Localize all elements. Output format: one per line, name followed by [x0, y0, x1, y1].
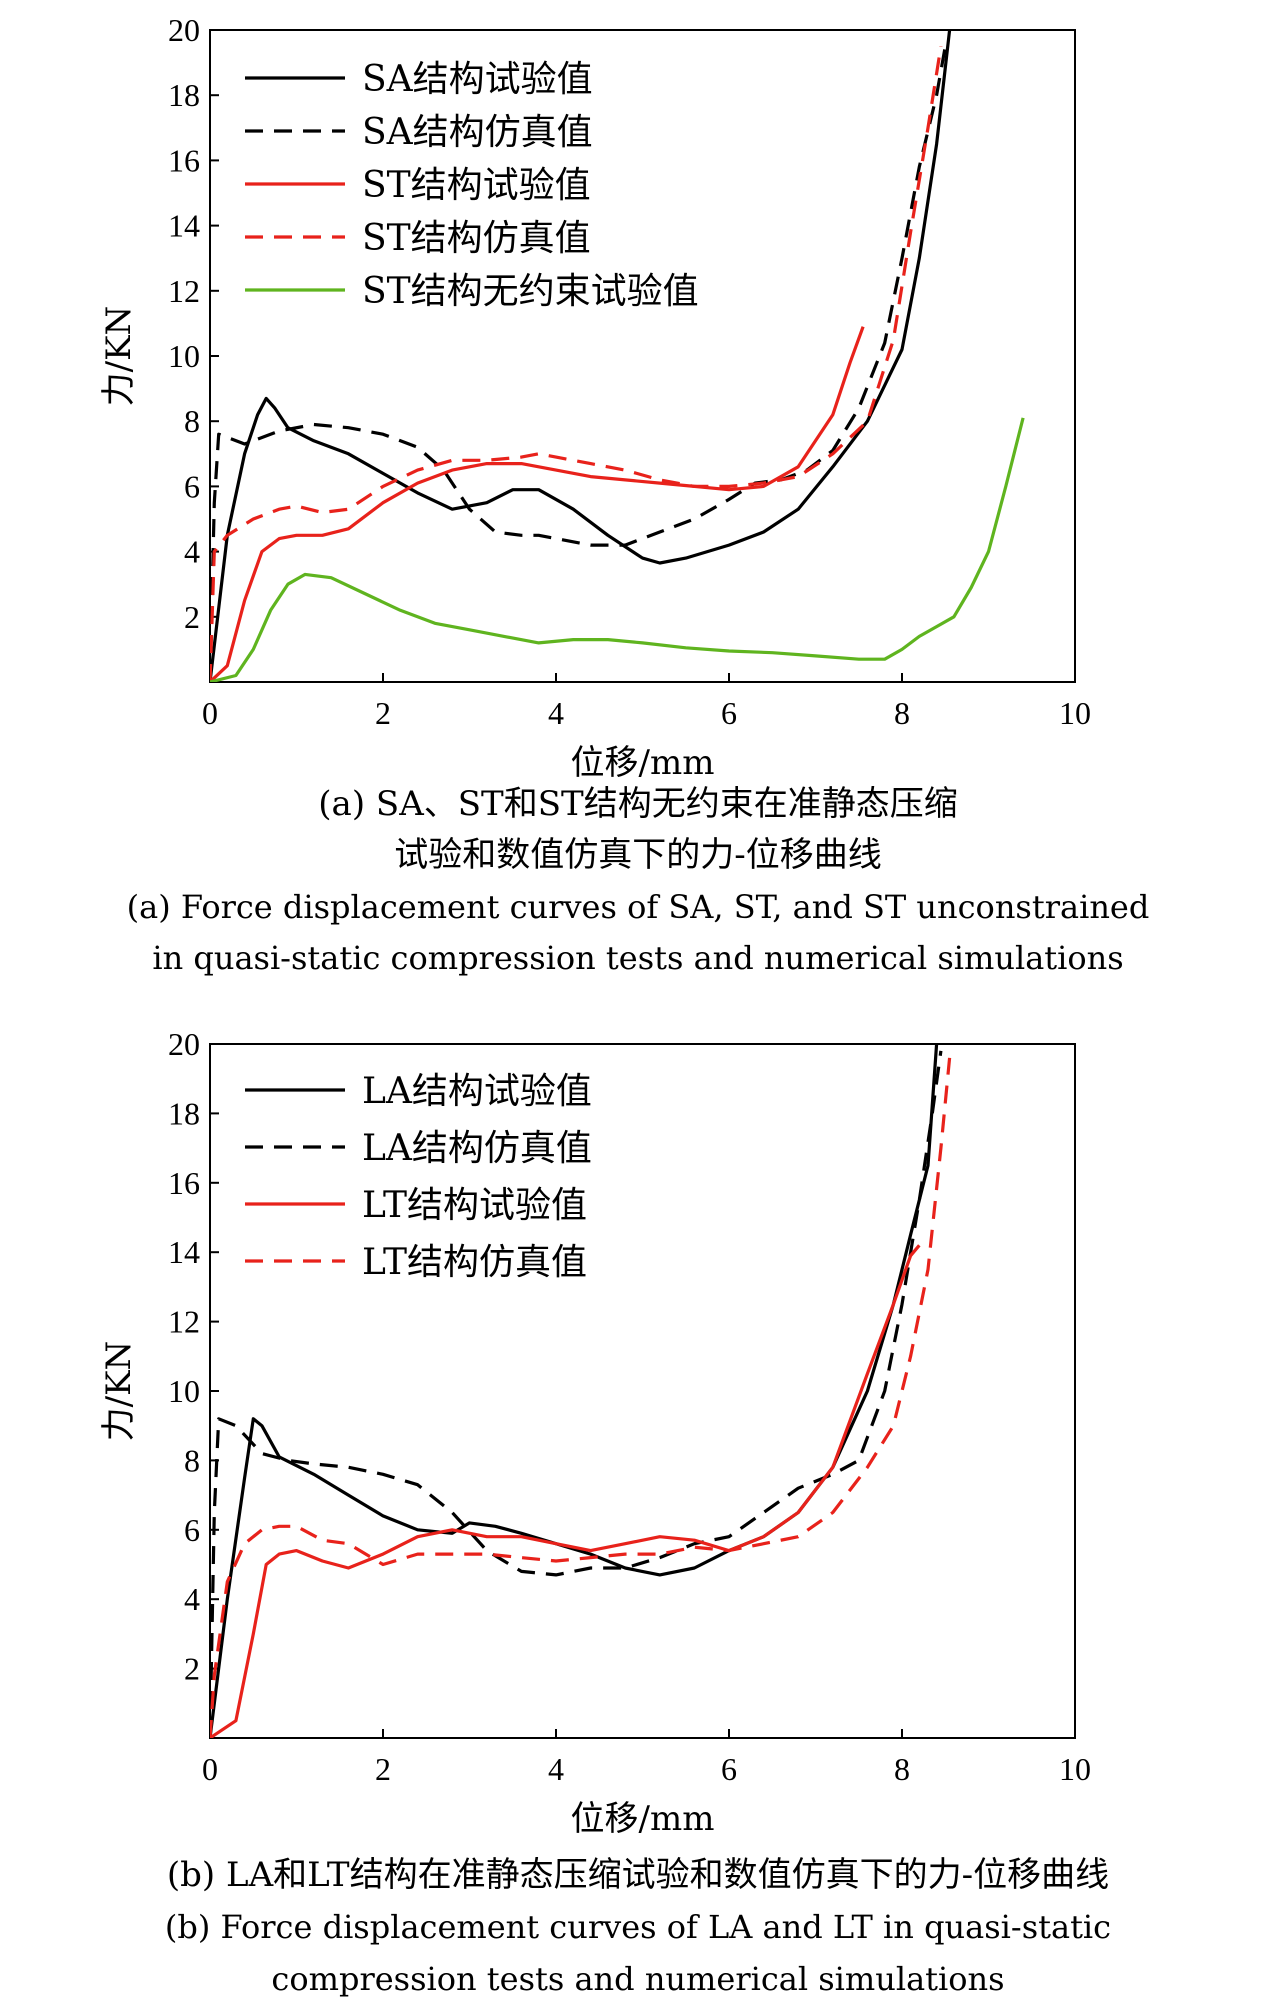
x-tick-label: 8	[894, 695, 910, 731]
x-tick-label: 10	[1059, 1751, 1091, 1787]
x-tick-label: 4	[548, 695, 564, 731]
x-tick-label: 0	[202, 695, 218, 731]
x-tick-label: 0	[202, 1751, 218, 1787]
y-tick-label: 8	[184, 403, 200, 439]
legend-label-2: LA结构仿真值	[362, 1128, 592, 1169]
series-line-5	[210, 417, 1025, 682]
legend-label-5: ST结构无约束试验值	[362, 271, 699, 312]
x-axis-label: 位移/mm	[571, 1799, 715, 1839]
chart-a: 0 2 4 6 8 10 2 4 6 8 10 12 14 16 18 20 位移/mm 力/KN SA结构试验值 S…	[99, 12, 1149, 977]
plot-frame	[209, 29, 1076, 683]
y-tick-label: 20	[168, 12, 200, 48]
series-line-4	[210, 1057, 952, 1738]
y-tick-label: 10	[168, 1373, 200, 1409]
legend-label-4: LT结构仿真值	[362, 1242, 587, 1283]
caption-en-line: compression tests and numerical simulati…	[271, 1960, 1004, 1998]
y-tick-label: 4	[184, 534, 200, 570]
legend-label-3: ST结构试验值	[362, 165, 591, 206]
y-tick-label: 16	[168, 1165, 200, 1201]
y-tick-label: 4	[184, 1581, 200, 1617]
y-tick-label: 16	[168, 142, 200, 178]
y-tick-label: 2	[184, 599, 200, 635]
caption-en-line: in quasi-static compression tests and nu…	[152, 939, 1123, 977]
y-axis-label: 力/KN	[99, 306, 139, 407]
series-group	[210, 1043, 952, 1738]
legend-label-1: SA结构试验值	[362, 59, 593, 100]
series-line-2	[210, 46, 947, 682]
legend-label-4: ST结构仿真值	[362, 218, 591, 259]
series-line-3	[210, 1244, 921, 1738]
caption-cn-line: (a) SA、ST和ST结构无约束在准静态压缩	[318, 784, 957, 824]
series-line-4	[210, 46, 943, 682]
x-tick-label: 8	[894, 1751, 910, 1787]
series-line-1	[210, 29, 952, 682]
x-tick-label: 2	[375, 695, 391, 731]
x-axis-label: 位移/mm	[571, 743, 715, 783]
y-axis-label: 力/KN	[99, 1341, 139, 1442]
series-group	[210, 29, 1025, 682]
y-tick-label: 20	[168, 1026, 200, 1062]
series-line-3	[210, 326, 865, 682]
y-tick-label: 6	[184, 1512, 200, 1548]
y-tick-label: 8	[184, 1442, 200, 1478]
caption-en-line: (a) Force displacement curves of SA, ST,…	[127, 888, 1150, 926]
caption-cn-line: (b) LA和LT结构在准静态压缩试验和数值仿真下的力-位移曲线	[167, 1855, 1109, 1895]
caption-cn-line: 试验和数值仿真下的力-位移曲线	[394, 835, 882, 875]
series-line-1	[210, 1043, 939, 1738]
y-tick-label: 18	[168, 1095, 200, 1131]
x-tick-label: 6	[721, 695, 737, 731]
y-tick-label: 12	[168, 1304, 200, 1340]
x-tick-label: 10	[1059, 695, 1091, 731]
y-tick-label: 14	[168, 1234, 200, 1270]
y-tick-label: 14	[168, 208, 200, 244]
legend-label-2: SA结构仿真值	[362, 112, 593, 153]
y-tick-label: 18	[168, 77, 200, 113]
legend-label-3: LT结构试验值	[362, 1185, 587, 1226]
x-tick-label: 2	[375, 1751, 391, 1787]
y-tick-label: 6	[184, 468, 200, 504]
y-tick-label: 10	[168, 338, 200, 374]
caption-en-line: (b) Force displacement curves of LA and …	[165, 1908, 1111, 1946]
x-tick-label: 6	[721, 1751, 737, 1787]
y-tick-label: 2	[184, 1651, 200, 1687]
x-tick-label: 4	[548, 1751, 564, 1787]
y-tick-label: 12	[168, 273, 200, 309]
series-line-2	[210, 1050, 943, 1738]
legend-label-1: LA结构试验值	[362, 1071, 592, 1112]
chart-b: 0 2 4 6 8 10 2 4 6 8 10 12 14 16 18 20 位移/mm 力/KN LA结构试验值 L…	[99, 1026, 1111, 1998]
